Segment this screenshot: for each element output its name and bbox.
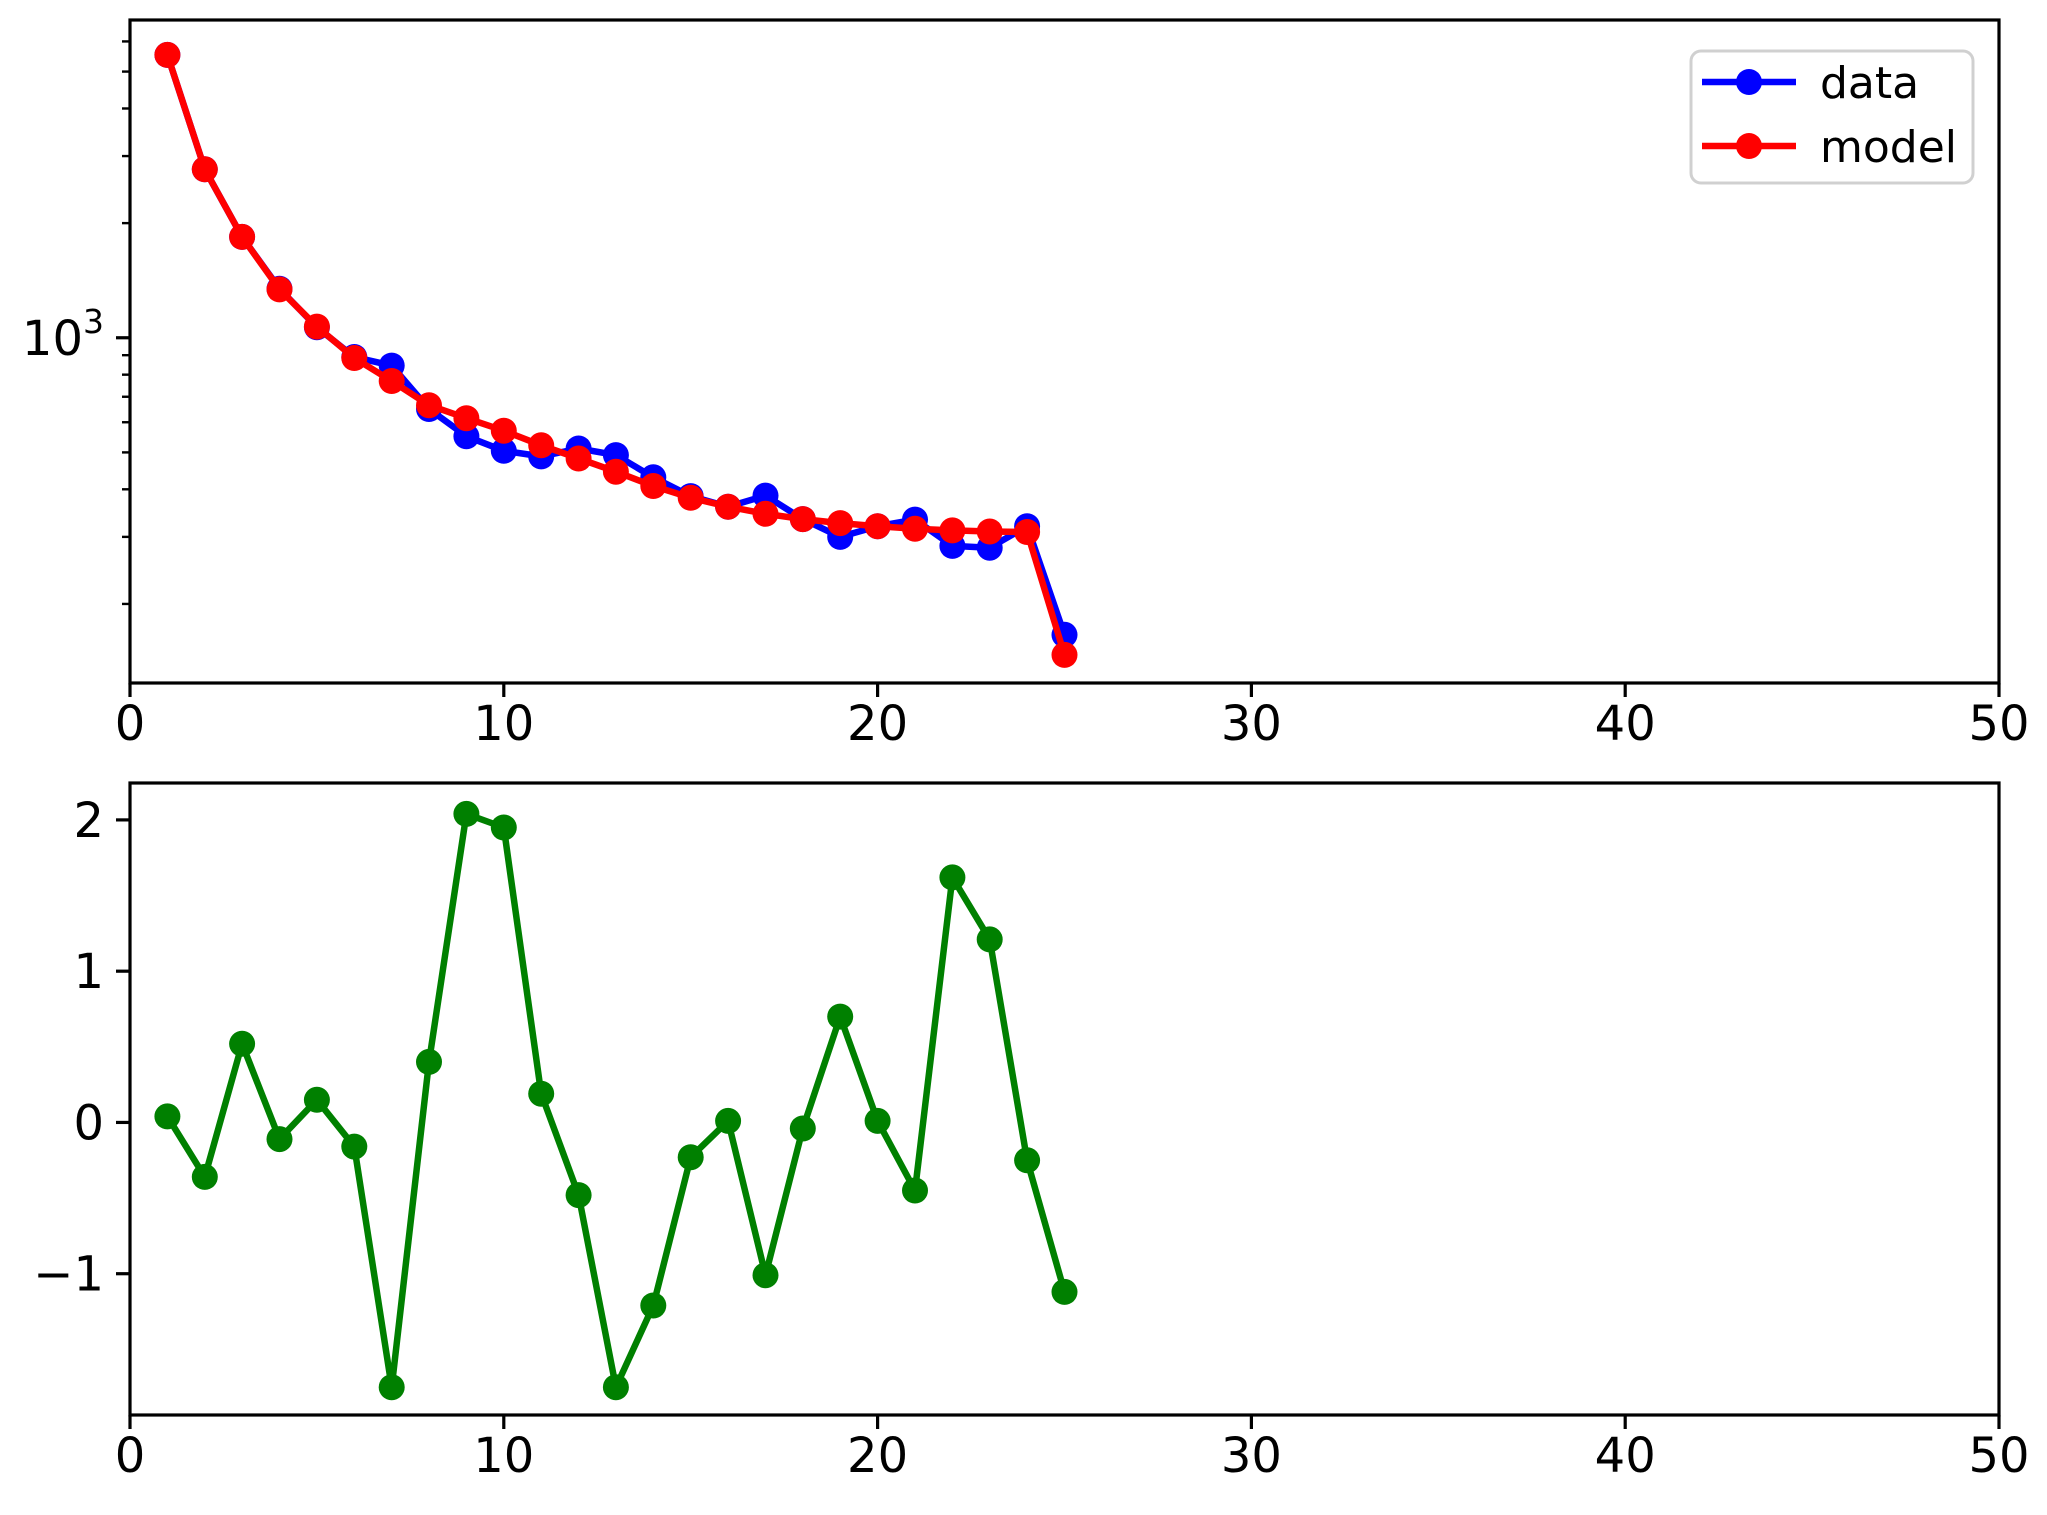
- model-point: [1051, 641, 1078, 668]
- model-point: [453, 405, 480, 432]
- model-point: [640, 473, 667, 499]
- model-point: [191, 156, 218, 183]
- model-point: [341, 345, 368, 371]
- model-point: [902, 515, 928, 542]
- y-axis-tick-label: −1: [33, 1247, 104, 1303]
- model-point: [677, 484, 704, 511]
- axes-frame: [128, 781, 2001, 1417]
- x-axis-tick-label: 0: [115, 1428, 146, 1484]
- model-point: [303, 313, 330, 340]
- model-point: [602, 458, 629, 485]
- y-axis-tick-label: 0: [73, 1095, 104, 1151]
- residuals-point: [154, 1103, 181, 1130]
- y-axis-major-tick-label: 103: [22, 302, 104, 367]
- x-axis-tick-label: 50: [1968, 1428, 2029, 1484]
- residuals-point: [528, 1080, 555, 1107]
- residuals-point: [378, 1374, 405, 1401]
- model-line: [164, 51, 1068, 659]
- residuals-point: [902, 1177, 928, 1204]
- residuals-point: [752, 1262, 779, 1289]
- y-axis-tick-label: 2: [73, 793, 104, 849]
- model-point: [266, 276, 293, 303]
- model-point: [752, 500, 779, 527]
- residuals-point: [677, 1144, 704, 1171]
- data-point: [752, 482, 779, 509]
- residuals-point: [266, 1126, 293, 1153]
- residuals-line: [164, 810, 1068, 1391]
- model-point: [864, 513, 891, 540]
- model-point: [490, 417, 517, 444]
- model-point: [154, 41, 181, 68]
- x-axis-tick-label: 40: [1595, 1428, 1656, 1484]
- residuals-point: [303, 1086, 330, 1113]
- legend-label-data: data: [1820, 58, 1919, 109]
- x-axis-tick-label: 10: [473, 696, 534, 752]
- residuals-point: [827, 1003, 854, 1030]
- model-point: [939, 517, 966, 544]
- legend-marker-model: [1736, 133, 1762, 159]
- x-axis-tick-label: 0: [115, 696, 146, 752]
- model-point: [976, 518, 1003, 545]
- residuals-point: [1051, 1278, 1078, 1305]
- residuals-point: [191, 1163, 218, 1190]
- residuals-point: [864, 1107, 891, 1134]
- residuals-point: [976, 926, 1003, 953]
- legend-label-model: model: [1820, 122, 1957, 173]
- x-axis-tick-label: 40: [1595, 696, 1656, 752]
- data-point: [453, 423, 480, 450]
- residuals-point: [1014, 1147, 1041, 1174]
- x-axis-tick-label: 20: [847, 696, 908, 752]
- x-axis-tick-label: 20: [847, 1428, 908, 1484]
- model-point: [715, 493, 742, 520]
- residuals-point: [490, 814, 517, 841]
- residuals-point: [939, 864, 966, 891]
- model-point: [565, 445, 592, 472]
- model-point: [1014, 519, 1041, 545]
- x-axis-tick-label: 30: [1221, 696, 1282, 752]
- legend-marker-data: [1736, 69, 1762, 95]
- residuals-point: [341, 1133, 368, 1160]
- x-axis-tick-label: 50: [1968, 696, 2029, 752]
- top-plot: 0 10 20 30 40 50 103 data model: [22, 18, 2030, 752]
- model-point: [528, 432, 555, 459]
- model-point: [378, 368, 405, 394]
- model-point: [229, 223, 256, 250]
- residuals-point: [640, 1292, 667, 1319]
- residuals-point: [229, 1030, 256, 1057]
- residuals-point: [789, 1115, 816, 1142]
- residuals-point: [602, 1374, 629, 1401]
- data-point: [490, 437, 517, 464]
- legend: data model: [1689, 49, 1975, 185]
- model-point: [416, 392, 442, 419]
- model-point: [827, 510, 854, 537]
- x-axis-tick-label: 30: [1221, 1428, 1282, 1484]
- model-point: [789, 506, 816, 533]
- y-axis-tick-label: 1: [73, 944, 104, 1000]
- residuals-point: [453, 800, 480, 827]
- residuals-point: [565, 1182, 592, 1209]
- axes-frame: [128, 18, 2001, 685]
- residuals-point: [715, 1107, 742, 1134]
- x-axis-tick-label: 10: [473, 1428, 534, 1484]
- data-line: [164, 51, 1068, 639]
- residuals-point: [416, 1048, 442, 1075]
